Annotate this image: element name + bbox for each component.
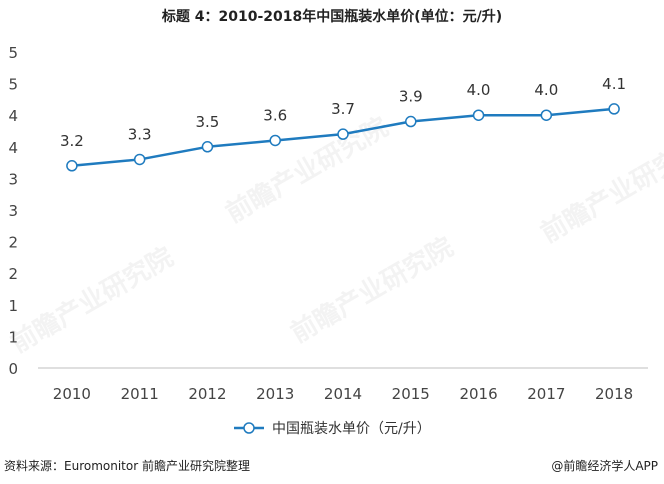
data-point xyxy=(66,160,78,172)
data-label: 4.0 xyxy=(467,81,491,99)
brand-note: @前瞻经济学人APP xyxy=(551,459,658,473)
y-tick-label: 4 xyxy=(8,107,18,125)
x-tick-label: 2010 xyxy=(53,385,91,403)
y-tick-label: 0 xyxy=(8,360,18,378)
x-tick-label: 2017 xyxy=(527,385,565,403)
x-tick-label: 2015 xyxy=(392,385,430,403)
legend-swatch-marker xyxy=(243,422,255,434)
x-tick-label: 2016 xyxy=(459,385,497,403)
x-tick-label: 2012 xyxy=(188,385,226,403)
data-label: 3.6 xyxy=(263,106,287,124)
y-tick-label: 2 xyxy=(8,234,18,252)
y-tick-label: 1 xyxy=(8,297,18,315)
legend-label: 中国瓶装水单价（元/升） xyxy=(272,421,431,437)
data-label: 4.1 xyxy=(602,75,626,93)
data-label: 3.9 xyxy=(399,88,423,106)
data-point xyxy=(337,128,349,140)
y-tick-label: 3 xyxy=(8,170,18,188)
data-point xyxy=(608,103,620,115)
y-tick-label: 5 xyxy=(8,44,18,62)
data-label: 3.3 xyxy=(128,125,152,143)
data-point xyxy=(269,134,281,147)
y-tick-label: 5 xyxy=(8,76,18,94)
data-label: 3.5 xyxy=(196,113,220,131)
data-point xyxy=(540,109,553,121)
x-tick-label: 2018 xyxy=(595,385,633,403)
data-point xyxy=(201,141,214,153)
data-point xyxy=(405,115,417,128)
y-tick-label: 1 xyxy=(8,328,18,346)
y-tick-label: 3 xyxy=(8,202,18,220)
data-label: 3.7 xyxy=(331,100,355,118)
chart-title: 标题 4：2010-2018年中国瓶装水单价(单位：元/升) xyxy=(161,9,503,25)
y-tick-label: 4 xyxy=(8,139,18,157)
data-label: 4.0 xyxy=(534,81,558,99)
data-point xyxy=(472,109,485,121)
data-label: 3.2 xyxy=(60,132,84,150)
data-point xyxy=(133,153,146,166)
source-note: 资料来源：Euromonitor 前瞻产业研究院整理 xyxy=(4,459,250,473)
x-tick-label: 2011 xyxy=(121,385,159,403)
x-tick-label: 2014 xyxy=(324,385,362,403)
y-tick-label: 2 xyxy=(8,265,18,283)
x-tick-label: 2013 xyxy=(256,385,294,403)
